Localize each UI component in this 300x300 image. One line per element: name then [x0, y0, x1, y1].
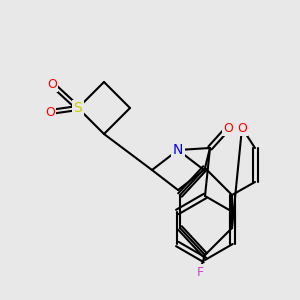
Text: N: N: [173, 143, 183, 157]
Text: F: F: [196, 266, 204, 278]
Text: O: O: [47, 77, 57, 91]
Text: S: S: [74, 101, 82, 115]
Text: O: O: [45, 106, 55, 118]
Text: O: O: [237, 122, 247, 134]
Text: O: O: [223, 122, 233, 134]
